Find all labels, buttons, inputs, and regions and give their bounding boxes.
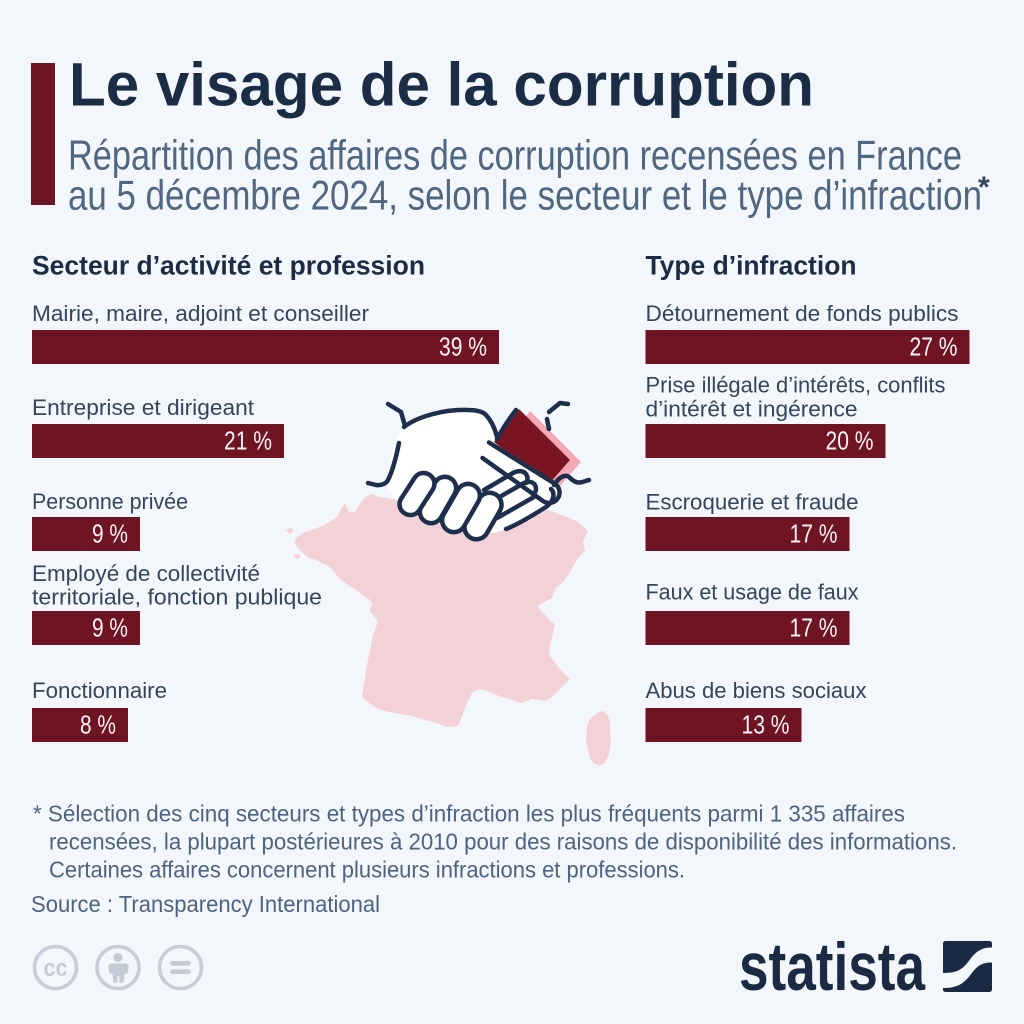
svg-text:au 5 décembre 2024, selon le s: au 5 décembre 2024, selon le secteur et … [68, 172, 982, 219]
svg-text:Source : Transparency Internat: Source : Transparency International [31, 891, 380, 917]
svg-text:9 %: 9 % [92, 613, 128, 643]
svg-text:Secteur d’activité et professi: Secteur d’activité et profession [32, 251, 425, 281]
svg-text:cc: cc [44, 955, 68, 982]
svg-text:territoriale, fonction publiqu: territoriale, fonction publique [32, 585, 322, 610]
svg-text:27 %: 27 % [910, 332, 958, 362]
svg-text:Entreprise et dirigeant: Entreprise et dirigeant [32, 395, 254, 420]
svg-text:Prise illégale d’intérêts, con: Prise illégale d’intérêts, conflits [646, 373, 946, 398]
svg-text:Détournement de fonds publics: Détournement de fonds publics [646, 301, 959, 326]
svg-text:recensées, la plupart postérie: recensées, la plupart postérieures à 201… [49, 829, 957, 855]
svg-text:17 %: 17 % [790, 519, 838, 549]
svg-text:21 %: 21 % [224, 426, 272, 456]
svg-text:39 %: 39 % [439, 332, 487, 362]
svg-text:20 %: 20 % [826, 426, 874, 456]
svg-text:Mairie, maire, adjoint et cons: Mairie, maire, adjoint et conseiller [32, 301, 369, 326]
svg-text:Le visage de la corruption: Le visage de la corruption [69, 51, 814, 119]
svg-text:statista: statista [739, 929, 926, 1005]
svg-text:d’intérêt et ingérence: d’intérêt et ingérence [646, 397, 858, 422]
svg-text:Faux et usage de faux: Faux et usage de faux [646, 580, 859, 605]
svg-text:9 %: 9 % [92, 519, 128, 549]
svg-text:Certaines affaires concernent: Certaines affaires concernent plusieurs … [49, 857, 685, 883]
svg-text:Personne privée: Personne privée [32, 489, 188, 514]
svg-text:* Sélection des cinq secteurs: * Sélection des cinq secteurs et types d… [33, 801, 905, 827]
svg-text:Fonctionnaire: Fonctionnaire [32, 678, 167, 703]
svg-text:8 %: 8 % [80, 710, 116, 740]
svg-text:Répartition des affaires de co: Répartition des affaires de corruption r… [68, 132, 962, 179]
svg-text:*: * [978, 171, 990, 204]
svg-text:Escroquerie et fraude: Escroquerie et fraude [646, 490, 859, 515]
svg-text:17 %: 17 % [790, 613, 838, 643]
svg-text:Type d’infraction: Type d’infraction [646, 251, 857, 281]
svg-text:Employé de collectivité: Employé de collectivité [32, 561, 260, 586]
svg-text:Abus de biens sociaux: Abus de biens sociaux [646, 678, 867, 703]
svg-text:13 %: 13 % [742, 710, 790, 740]
